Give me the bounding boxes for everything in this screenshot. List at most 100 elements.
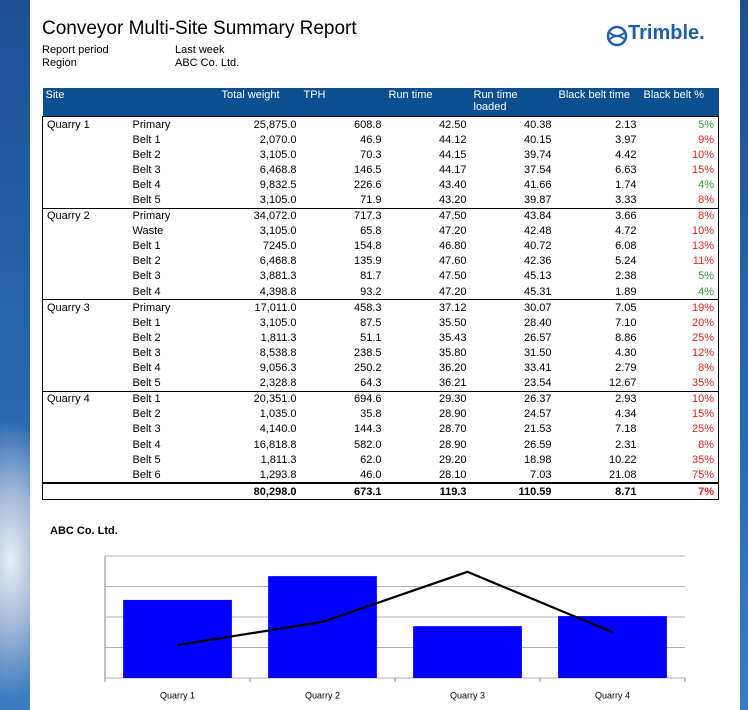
value-cell: 47.20 bbox=[386, 224, 471, 239]
value-cell: 40.72 bbox=[471, 239, 556, 254]
value-cell: 33.41 bbox=[471, 361, 556, 376]
site-cell bbox=[43, 224, 129, 239]
value-cell: 2.38 bbox=[556, 269, 641, 284]
site-cell bbox=[43, 284, 129, 300]
value-cell: 15% bbox=[641, 407, 719, 422]
value-cell: 7.03 bbox=[471, 467, 556, 483]
value-cell: 8% bbox=[641, 361, 719, 376]
area-cell: Belt 4 bbox=[129, 284, 219, 300]
value-cell: 35% bbox=[641, 376, 719, 392]
value-cell: 42.36 bbox=[471, 254, 556, 269]
value-cell: 26.37 bbox=[471, 391, 556, 407]
field-value: Last week bbox=[175, 44, 225, 56]
value-cell: 21.53 bbox=[471, 422, 556, 437]
value-cell: 25% bbox=[641, 330, 719, 345]
area-cell: Belt 1 bbox=[129, 132, 219, 147]
site-cell bbox=[43, 345, 129, 360]
value-cell: 717.3 bbox=[301, 208, 386, 224]
column-header: Site bbox=[43, 88, 129, 117]
area-cell: Belt 6 bbox=[129, 467, 219, 483]
value-cell: 35.43 bbox=[386, 330, 471, 345]
site-cell: Quarry 1 bbox=[43, 117, 129, 133]
area-cell: Belt 3 bbox=[129, 162, 219, 177]
value-cell: 35.8 bbox=[301, 407, 386, 422]
area-cell: Belt 1 bbox=[129, 391, 219, 407]
field-value: ABC Co. Ltd. bbox=[175, 57, 239, 69]
value-cell: 28.90 bbox=[386, 437, 471, 452]
value-cell: 4.42 bbox=[556, 147, 641, 162]
value-cell: 4.30 bbox=[556, 345, 641, 360]
value-cell: 10% bbox=[641, 391, 719, 407]
area-cell: Belt 2 bbox=[129, 407, 219, 422]
value-cell: 12.67 bbox=[556, 376, 641, 392]
value-cell: 458.3 bbox=[301, 300, 386, 316]
value-cell: 1,035.0 bbox=[219, 407, 301, 422]
value-cell: 28.10 bbox=[386, 467, 471, 483]
area-cell: Belt 4 bbox=[129, 437, 219, 452]
area-cell: Primary bbox=[129, 208, 219, 224]
value-cell: 19% bbox=[641, 300, 719, 316]
x-tick-label: Quarry 2 bbox=[305, 690, 340, 700]
column-header: Black belt % bbox=[641, 88, 719, 117]
value-cell: 1,811.3 bbox=[219, 330, 301, 345]
site-cell bbox=[43, 330, 129, 345]
value-cell: 2.31 bbox=[556, 437, 641, 452]
value-cell: 40.38 bbox=[471, 117, 556, 133]
value-cell: 45.31 bbox=[471, 284, 556, 300]
value-cell: 4,140.0 bbox=[219, 422, 301, 437]
value-cell: 146.5 bbox=[301, 162, 386, 177]
site-cell bbox=[43, 407, 129, 422]
value-cell: 81.7 bbox=[301, 269, 386, 284]
value-cell: 65.8 bbox=[301, 224, 386, 239]
value-cell: 8% bbox=[641, 437, 719, 452]
area-cell: Belt 4 bbox=[129, 361, 219, 376]
area-cell: Belt 5 bbox=[129, 452, 219, 467]
value-cell: 2.13 bbox=[556, 117, 641, 133]
value-cell: 6.63 bbox=[556, 162, 641, 177]
value-cell: 3,105.0 bbox=[219, 192, 301, 208]
value-cell: 35.50 bbox=[386, 315, 471, 330]
value-cell: 4% bbox=[641, 177, 719, 192]
area-cell: Belt 2 bbox=[129, 147, 219, 162]
area-cell: Primary bbox=[129, 117, 219, 133]
value-cell: 13% bbox=[641, 239, 719, 254]
value-cell: 4.34 bbox=[556, 407, 641, 422]
value-cell: 3,105.0 bbox=[219, 315, 301, 330]
value-cell: 6,468.8 bbox=[219, 162, 301, 177]
value-cell: 2.79 bbox=[556, 361, 641, 376]
value-cell: 8% bbox=[641, 208, 719, 224]
site-cell bbox=[43, 162, 129, 177]
area-cell: Primary bbox=[129, 300, 219, 316]
value-cell: 24.57 bbox=[471, 407, 556, 422]
value-cell: 43.84 bbox=[471, 208, 556, 224]
value-cell: 36.20 bbox=[386, 361, 471, 376]
value-cell: 8.86 bbox=[556, 330, 641, 345]
value-cell: 3.97 bbox=[556, 132, 641, 147]
value-cell: 6.08 bbox=[556, 239, 641, 254]
value-cell: 47.50 bbox=[386, 269, 471, 284]
value-cell: 37.12 bbox=[386, 300, 471, 316]
value-cell: 3,105.0 bbox=[219, 224, 301, 239]
site-cell bbox=[43, 437, 129, 452]
value-cell: 37.54 bbox=[471, 162, 556, 177]
value-cell: 28.90 bbox=[386, 407, 471, 422]
field-label: Report period bbox=[42, 44, 109, 56]
value-cell: 93.2 bbox=[301, 284, 386, 300]
value-cell: 25% bbox=[641, 422, 719, 437]
value-cell: 4% bbox=[641, 284, 719, 300]
value-cell: 30.07 bbox=[471, 300, 556, 316]
site-cell: Quarry 2 bbox=[43, 208, 129, 224]
site-cell: Quarry 3 bbox=[43, 300, 129, 316]
site-cell bbox=[43, 467, 129, 483]
